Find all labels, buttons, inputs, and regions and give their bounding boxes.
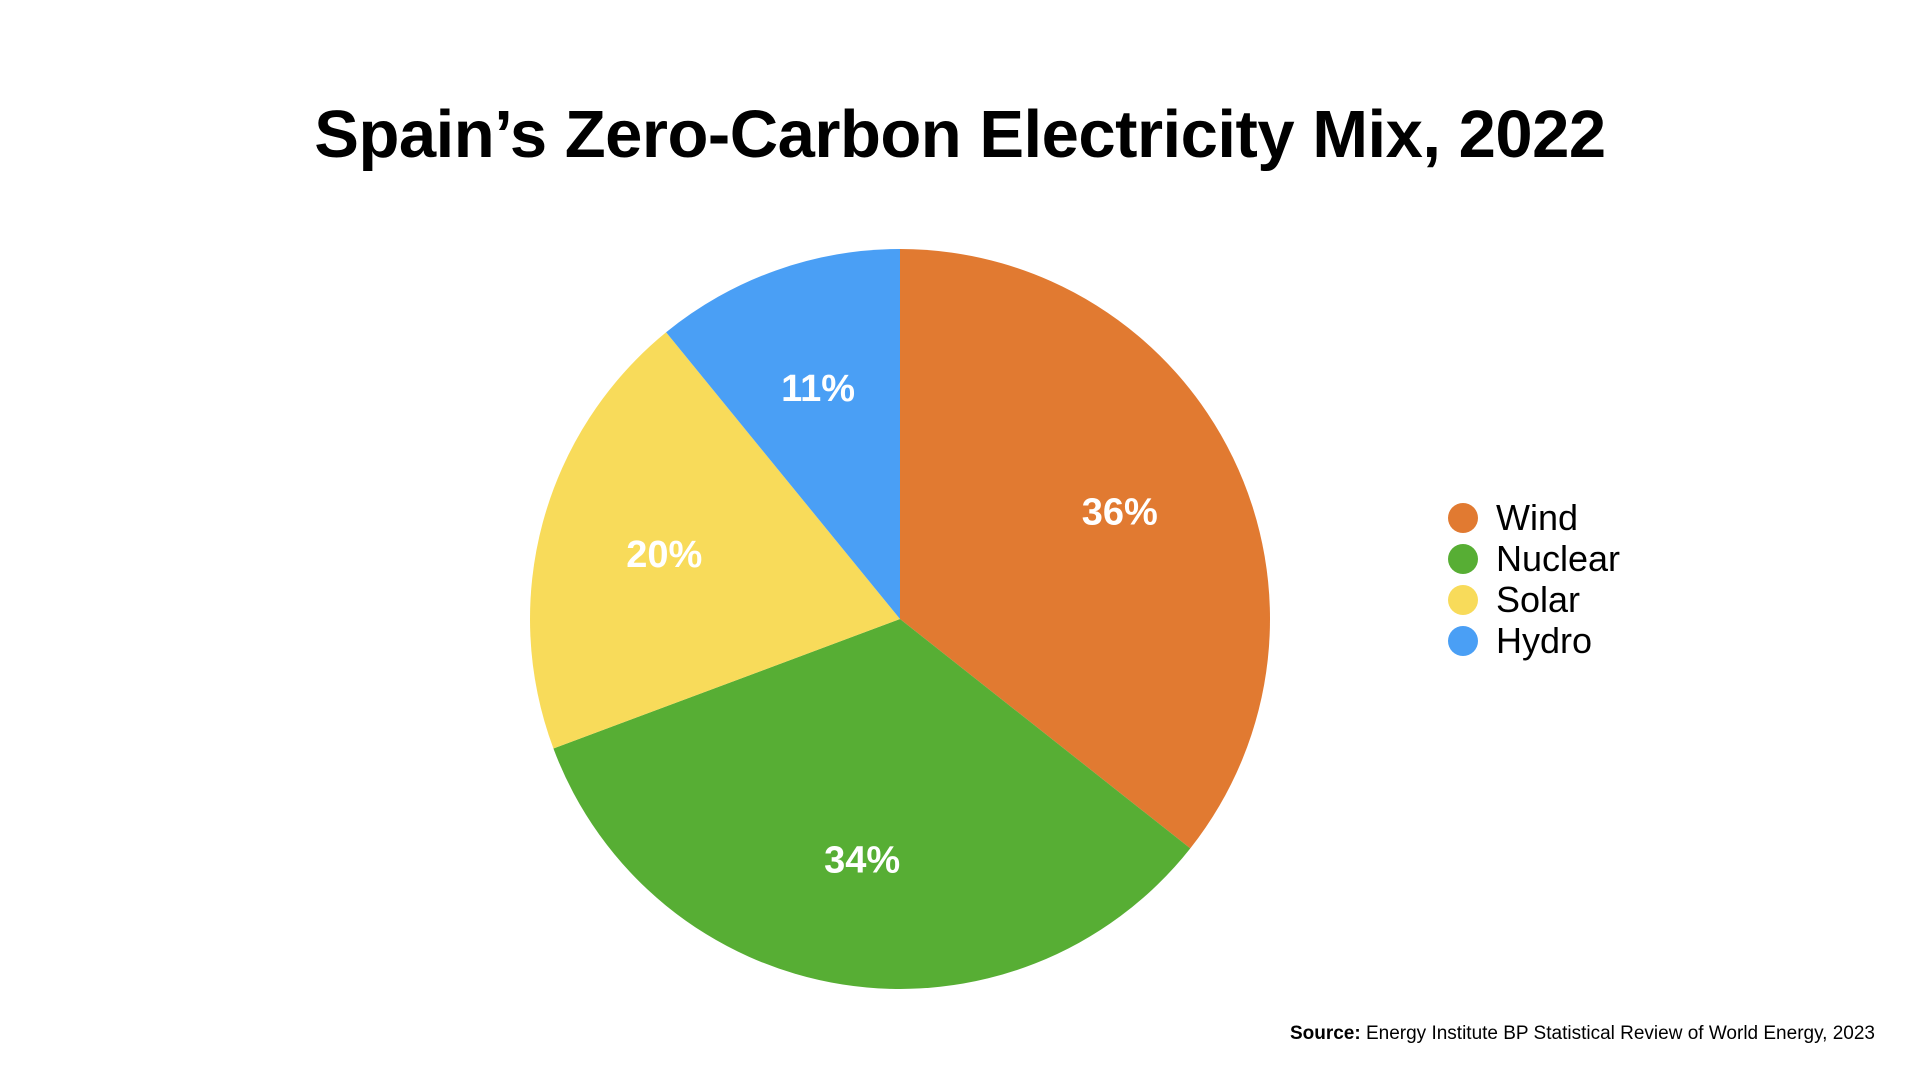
legend-label-nuclear: Nuclear bbox=[1496, 538, 1621, 579]
source-label: Source: bbox=[1289, 1023, 1361, 1044]
pie-label-wind: 36% bbox=[1082, 492, 1158, 534]
pie-slice-solar bbox=[530, 332, 900, 749]
legend-swatch-nuclear bbox=[1448, 543, 1478, 574]
legend-label-hydro: Hydro bbox=[1496, 620, 1593, 661]
legend: Wind Nuclear Solar Hydro bbox=[1448, 497, 1620, 661]
pie-slice-nuclear bbox=[553, 619, 1191, 989]
pie-slice-labels: 36% 34% 20% 11% bbox=[626, 368, 1158, 881]
pie-slice-wind bbox=[900, 249, 1271, 849]
legend-item-hydro: Hydro bbox=[1448, 620, 1620, 661]
legend-item-solar: Solar bbox=[1448, 579, 1620, 620]
chart-title: Spain’s Zero-Carbon Electricity Mix, 202… bbox=[314, 97, 1606, 172]
source-note: Source: Energy Institute BP Statistical … bbox=[1290, 1022, 1875, 1046]
legend-swatch-hydro bbox=[1448, 625, 1478, 656]
legend-item-nuclear: Nuclear bbox=[1448, 538, 1620, 579]
legend-swatch-solar bbox=[1448, 584, 1478, 615]
legend-label-wind: Wind bbox=[1496, 497, 1579, 538]
source-text: Energy Institute BP Statistical Review o… bbox=[1365, 1023, 1875, 1044]
pie-label-solar: 20% bbox=[626, 534, 702, 576]
pie-slices bbox=[530, 249, 1271, 989]
pie-label-nuclear: 34% bbox=[824, 839, 900, 881]
pie-slice-hydro bbox=[666, 249, 900, 619]
legend-swatch-wind bbox=[1448, 502, 1478, 533]
legend-label-solar: Solar bbox=[1496, 579, 1581, 620]
pie-label-hydro: 11% bbox=[781, 368, 855, 410]
legend-item-wind: Wind bbox=[1448, 497, 1620, 538]
